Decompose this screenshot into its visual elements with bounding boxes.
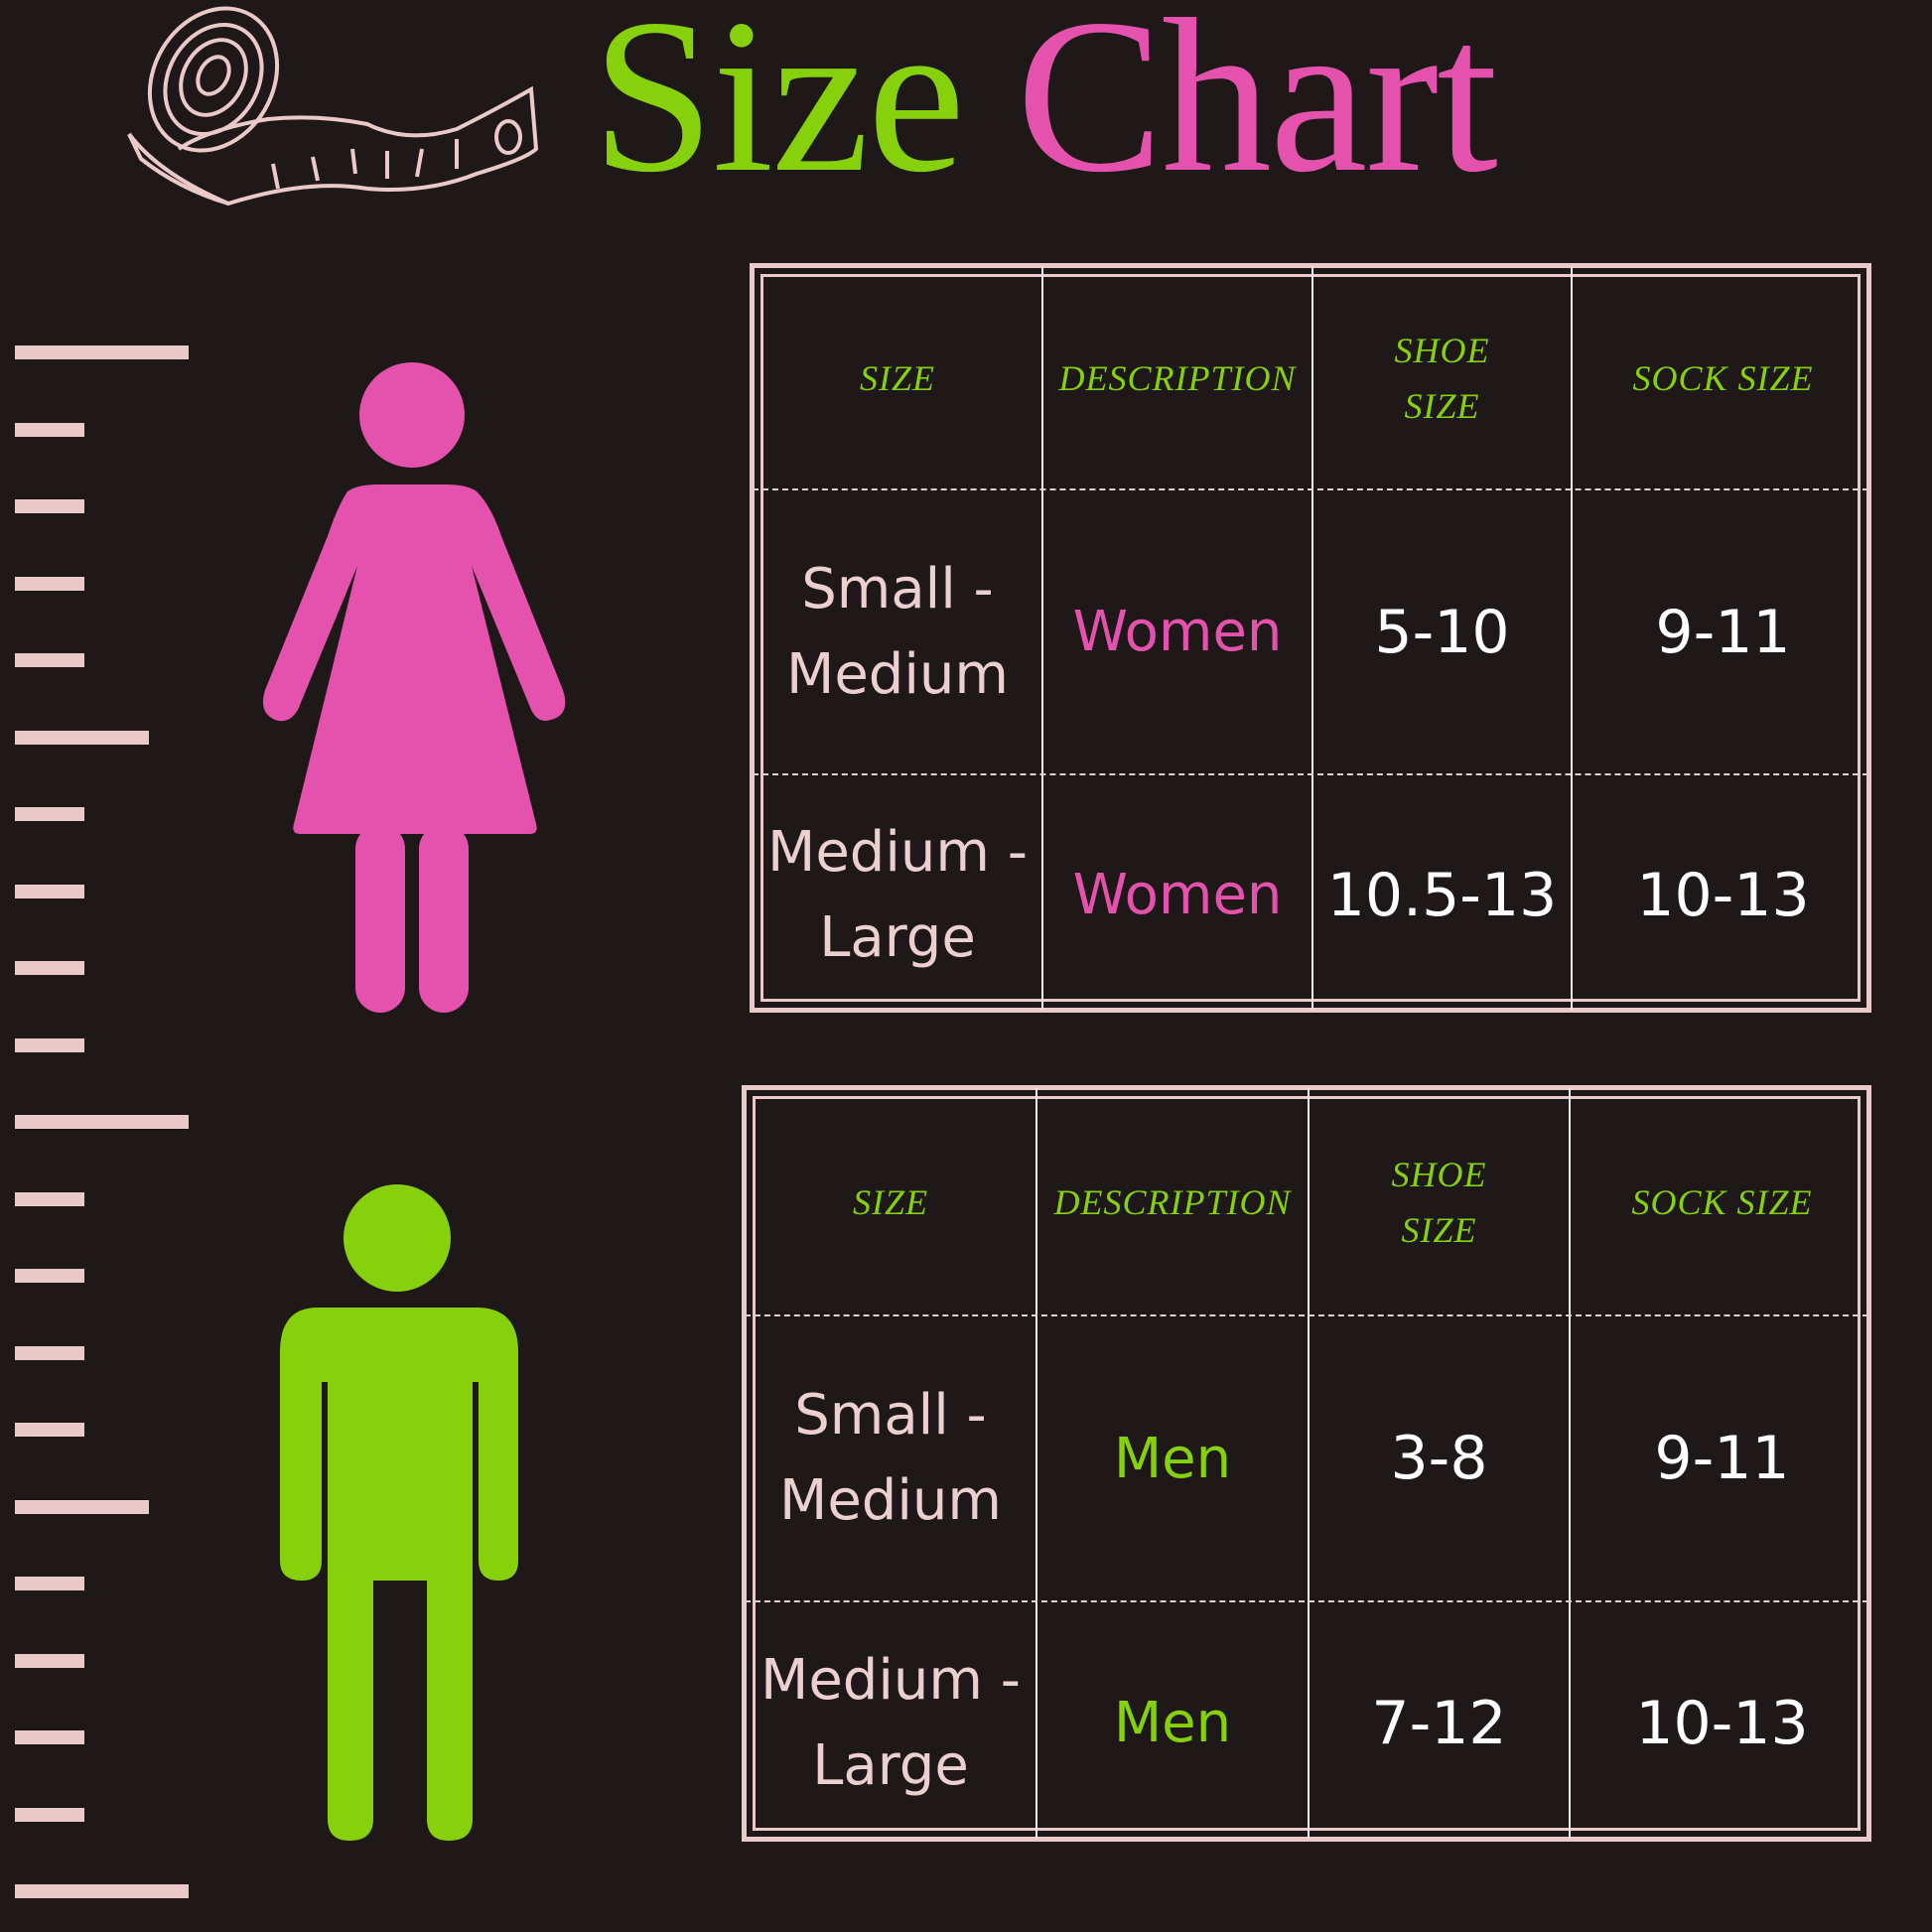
size-cell: Small - Medium — [786, 556, 1009, 707]
page-title: Size Chart — [592, 0, 1498, 223]
title-chart: Chart — [1016, 0, 1498, 218]
ruler-tick — [15, 1499, 149, 1514]
man-figure-icon — [280, 1184, 518, 1841]
column-header: DESCRIPTION — [1058, 357, 1297, 398]
row-divider — [745, 1600, 1868, 1602]
ruler-tick — [15, 422, 84, 437]
ruler-tick — [15, 1884, 189, 1898]
description-cell: Men — [1113, 1426, 1232, 1491]
sock-size-cell: 9-11 — [1654, 1424, 1790, 1493]
size-cell: Medium - Large — [760, 1647, 1021, 1798]
size-cell: Small - Medium — [779, 1383, 1002, 1533]
column-divider — [1035, 1088, 1037, 1839]
column-divider — [1571, 266, 1573, 1010]
title-size: Size — [592, 0, 965, 218]
column-header: SOCK SIZE — [1632, 357, 1814, 398]
row-divider — [745, 1314, 1868, 1316]
size-cell: Medium - Large — [767, 819, 1028, 970]
size-table-men: SIZE DESCRIPTION SHOE SIZE SOCK SIZE Small -… — [742, 1085, 1871, 1842]
shoe-size-cell: 7-12 — [1371, 1688, 1507, 1758]
ruler-tick — [15, 1730, 84, 1744]
column-divider — [1308, 1088, 1310, 1839]
ruler-tick — [15, 1115, 189, 1129]
ruler-tick — [15, 807, 84, 821]
column-header: SHOE SIZE — [1391, 1154, 1487, 1250]
shoe-size-cell: 10.5-13 — [1326, 860, 1558, 930]
ruler-tick — [15, 1423, 84, 1437]
ruler-tick — [15, 1807, 84, 1822]
woman-figure-icon — [262, 362, 566, 1013]
ruler-tick — [15, 499, 84, 513]
column-divider — [1569, 1088, 1571, 1839]
ruler-tick — [15, 1577, 84, 1590]
row-divider — [753, 773, 1868, 775]
shoe-size-cell: 3-8 — [1390, 1424, 1488, 1493]
size-table-women: SIZE DESCRIPTION SHOE SIZE SOCK SIZE Small -… — [750, 263, 1871, 1013]
ruler-tick — [15, 884, 84, 898]
column-header: SOCK SIZE — [1631, 1181, 1813, 1222]
ruler-tick — [15, 961, 84, 975]
description-cell: Women — [1072, 600, 1283, 664]
shoe-size-cell: 5-10 — [1374, 597, 1510, 667]
sock-size-cell: 9-11 — [1655, 597, 1791, 667]
ruler-tick — [15, 1345, 84, 1360]
column-divider — [1311, 266, 1313, 1010]
ruler-tick — [15, 653, 84, 667]
ruler-tick — [15, 345, 189, 359]
column-header: SIZE — [853, 1181, 928, 1222]
ruler-tick — [15, 1653, 84, 1668]
ruler-tick — [15, 1191, 84, 1206]
ruler-tick — [15, 1269, 84, 1283]
description-cell: Women — [1072, 863, 1283, 927]
ruler-tick — [15, 1037, 84, 1052]
sock-size-cell: 10-13 — [1635, 1688, 1809, 1758]
sock-size-cell: 10-13 — [1636, 860, 1810, 930]
column-divider — [1041, 266, 1043, 1010]
description-cell: Men — [1113, 1691, 1232, 1755]
column-header: DESCRIPTION — [1053, 1181, 1292, 1222]
ruler-tick — [15, 730, 149, 745]
column-header: SHOE SIZE — [1394, 330, 1490, 426]
column-header: SIZE — [860, 357, 935, 398]
row-divider — [753, 488, 1868, 490]
ruler-tick — [15, 576, 84, 591]
measuring-tape-icon — [127, 6, 539, 207]
